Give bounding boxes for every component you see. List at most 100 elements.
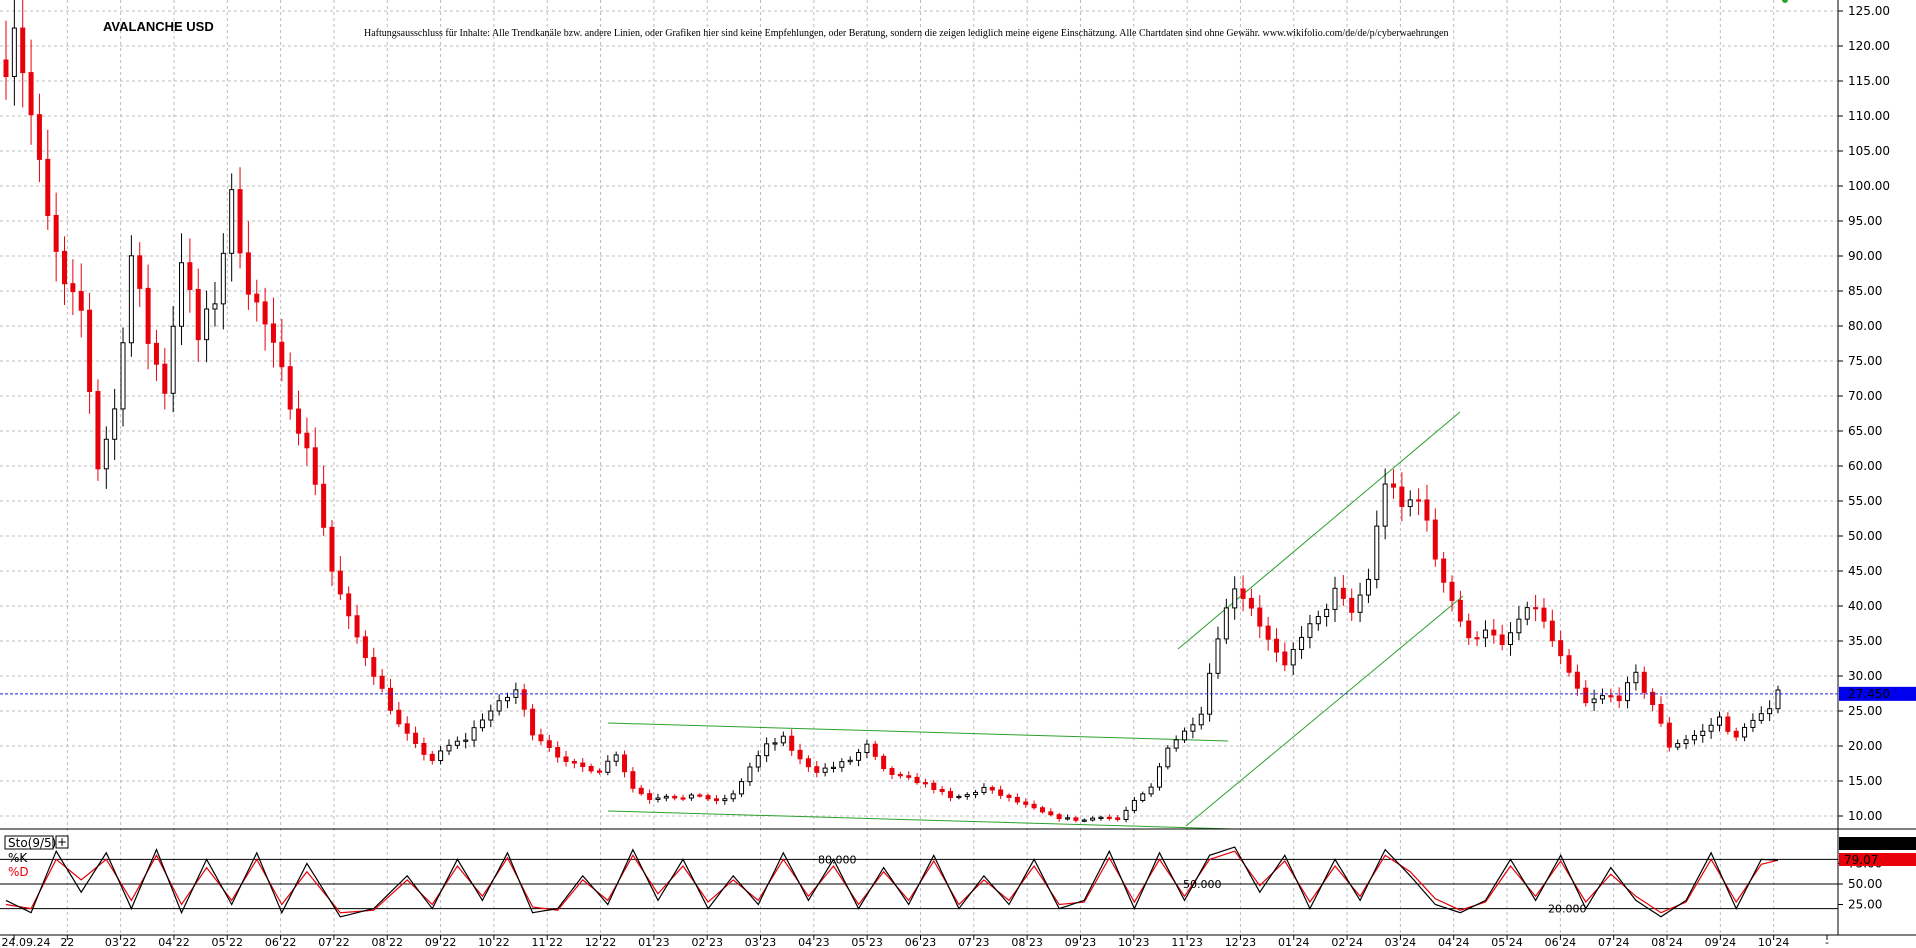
stochastic-legend: Sto(9/5) + %K %D xyxy=(4,835,69,879)
d-value-badge xyxy=(1839,853,1916,866)
level-label: 80.000 xyxy=(818,853,857,866)
expand-button[interactable] xyxy=(55,835,69,849)
candle-body xyxy=(1432,519,1438,560)
level-label: 50.000 xyxy=(1183,878,1222,891)
candle-body xyxy=(1106,816,1112,819)
x-tick-label: 07 22 xyxy=(318,936,350,948)
candle-body xyxy=(1048,811,1054,816)
candle-body xyxy=(254,293,260,303)
x-tick-label: 01 24 xyxy=(1278,936,1310,948)
candle-body xyxy=(956,795,962,799)
candle-body xyxy=(1441,558,1447,583)
candle-body xyxy=(1340,587,1346,599)
x-tick-label: 02 23 xyxy=(691,936,723,948)
candle-body xyxy=(245,252,251,295)
candle-body xyxy=(697,794,703,797)
candle-body xyxy=(1641,671,1647,693)
candle-body xyxy=(864,743,870,754)
sto-label-box[interactable] xyxy=(4,835,54,850)
marker-dot xyxy=(1782,0,1788,3)
x-tick-label: 08 24 xyxy=(1651,936,1683,948)
candle-body xyxy=(1716,716,1722,726)
y-tick-label: 80.00 xyxy=(1848,319,1882,333)
trend-line xyxy=(607,722,1229,742)
candle-body xyxy=(1140,793,1146,801)
candle-body xyxy=(588,766,594,772)
candle-body xyxy=(296,408,302,434)
y-tick-label: 75.00 xyxy=(1848,354,1882,368)
y-tick-label: 120.00 xyxy=(1848,39,1890,53)
candle-body xyxy=(1240,588,1246,599)
candle-body xyxy=(563,756,569,762)
candle-body xyxy=(1182,730,1188,741)
candle-body xyxy=(1232,588,1238,609)
x-tick-label: 05 23 xyxy=(851,936,883,948)
x-tick-label: 07 23 xyxy=(958,936,990,948)
candle-body xyxy=(362,636,368,659)
candle-body xyxy=(1215,638,1221,674)
candle-body xyxy=(596,770,602,773)
y-tick-label: 10.00 xyxy=(1848,809,1882,823)
candle-body xyxy=(1081,819,1087,822)
candle-body xyxy=(1508,632,1514,646)
candle-body xyxy=(580,762,586,768)
candle-body xyxy=(1457,599,1463,622)
candle-body xyxy=(1031,803,1037,809)
candle-body xyxy=(939,788,945,793)
candle-body xyxy=(530,708,536,736)
sto-tick-label: 25.00 xyxy=(1848,898,1882,912)
candle-body xyxy=(705,795,711,800)
candle-body xyxy=(630,771,636,789)
candle-body xyxy=(379,675,385,689)
candle-body xyxy=(1499,634,1505,646)
candle-body xyxy=(1407,499,1413,507)
candle-body xyxy=(922,782,928,785)
candle-body xyxy=(989,786,995,791)
candle-body xyxy=(998,789,1004,796)
x-tick-label: 08 23 xyxy=(1011,936,1043,948)
candle-body xyxy=(1357,594,1363,613)
candle-body xyxy=(730,793,736,800)
candle-body xyxy=(571,760,577,764)
candle-body xyxy=(1449,581,1455,601)
candle-body xyxy=(145,287,151,344)
candle-body xyxy=(1374,525,1380,580)
candle-body xyxy=(1123,809,1129,820)
candle-body xyxy=(1758,713,1764,721)
candle-body xyxy=(179,262,185,327)
y-tick-label: 20.00 xyxy=(1848,739,1882,753)
candle-body xyxy=(1365,578,1371,596)
y-tick-label: 50.00 xyxy=(1848,529,1882,543)
time-axis: 24.09.24 22 03 22 04 22 05 22 06 22 07 22 08 22… xyxy=(2,935,1829,948)
candle-body xyxy=(1767,708,1773,715)
candle-body xyxy=(195,288,201,341)
candle-body xyxy=(28,72,34,116)
candle-body xyxy=(1065,817,1071,820)
candle-body xyxy=(906,775,912,778)
x-tick-label: 05 24 xyxy=(1491,936,1523,948)
candle-body xyxy=(688,794,694,799)
last-price-label: 27.450 xyxy=(1848,687,1890,701)
candle-body xyxy=(897,773,903,777)
candle-body xyxy=(1248,597,1254,609)
candle-body xyxy=(1056,814,1062,820)
candle-body xyxy=(1599,695,1605,700)
x-tick-label: 12 23 xyxy=(1225,936,1257,948)
y-tick-label: 110.00 xyxy=(1848,109,1890,123)
candle-body xyxy=(1332,587,1338,610)
k-label: %K xyxy=(8,851,28,865)
candle-body xyxy=(387,687,393,711)
candle-body xyxy=(429,753,435,762)
candle-body xyxy=(262,301,268,325)
candle-body xyxy=(1666,722,1672,748)
candle-body xyxy=(830,766,836,769)
x-tick-label: - xyxy=(1825,936,1829,948)
candle-body xyxy=(11,27,17,78)
d-label: %D xyxy=(8,865,29,879)
y-tick-label: 85.00 xyxy=(1848,284,1882,298)
candle-body xyxy=(20,27,26,74)
y-tick-label: 25.00 xyxy=(1848,704,1882,718)
candle-body xyxy=(312,447,318,485)
candle-body xyxy=(1273,638,1279,653)
